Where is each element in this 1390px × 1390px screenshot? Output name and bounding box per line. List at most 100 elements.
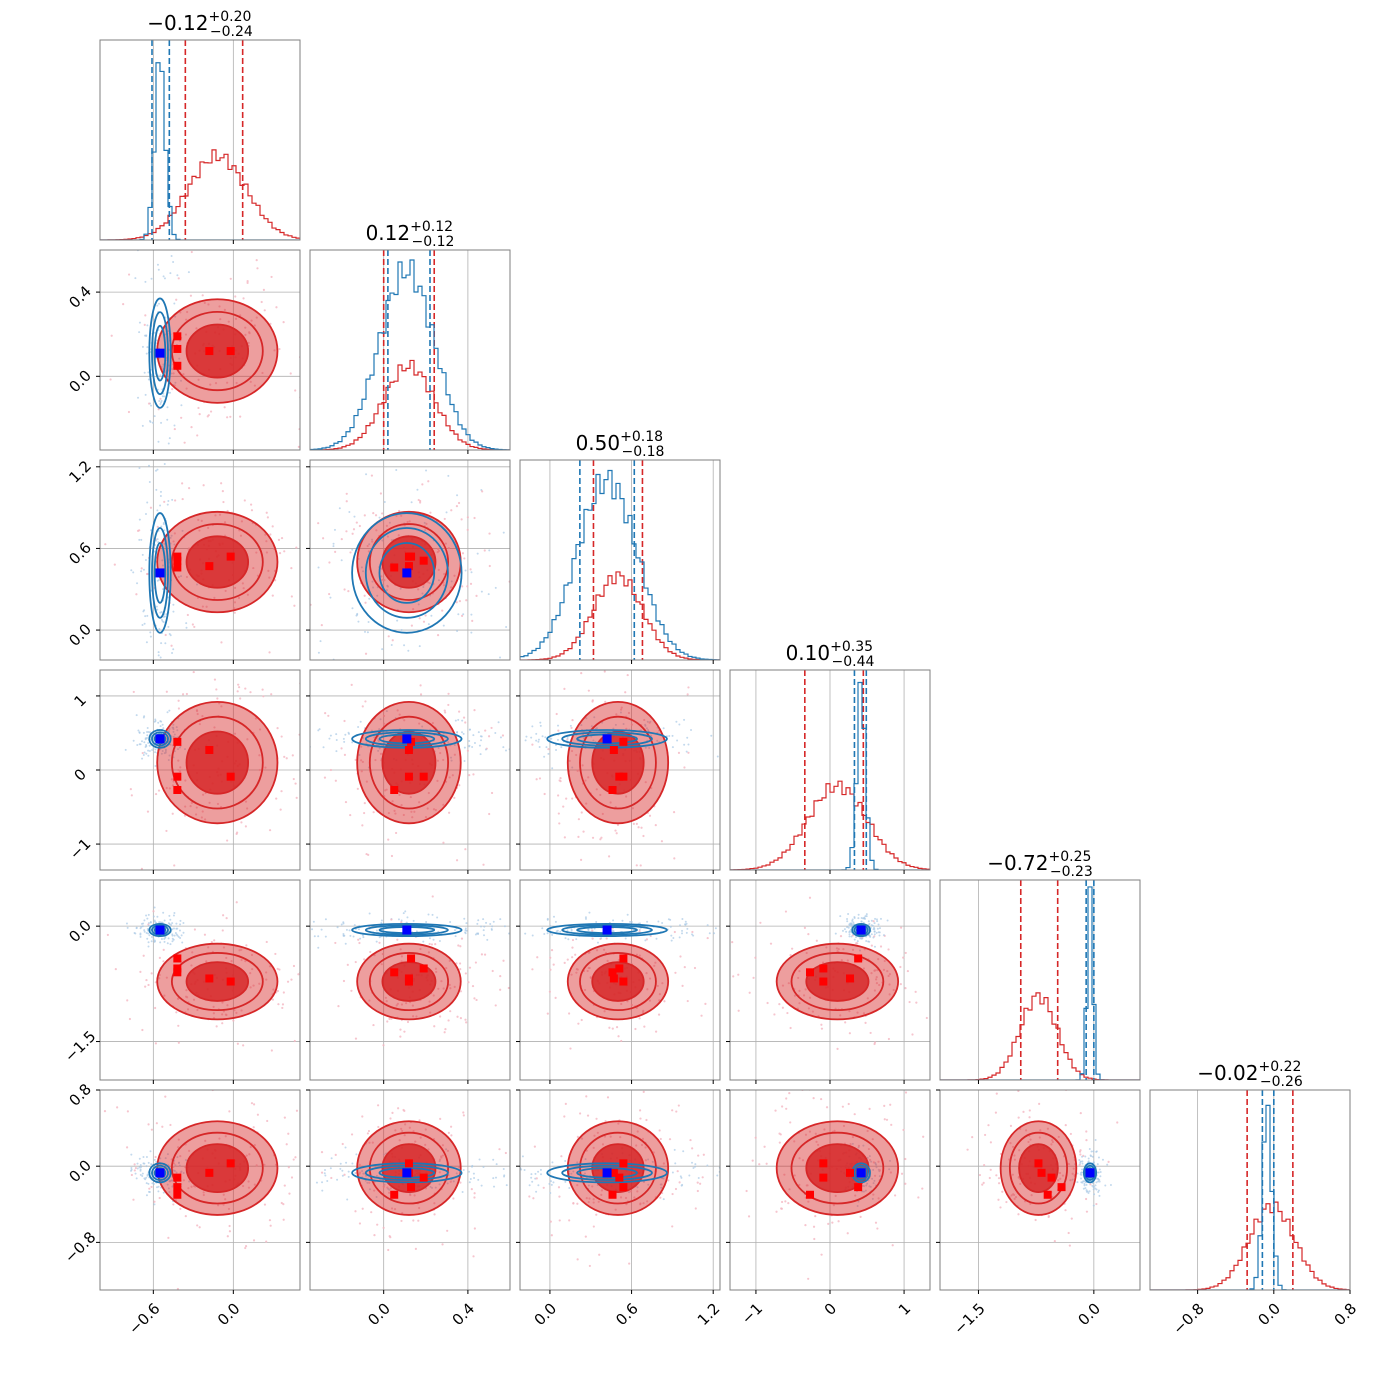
scatter-point <box>842 948 845 951</box>
scatter-point <box>476 922 479 925</box>
scatter-point <box>499 918 502 921</box>
scatter-point <box>692 1166 695 1169</box>
scatter-point <box>505 1193 507 1195</box>
scatter-point <box>406 1020 410 1024</box>
scatter-point <box>802 994 806 997</box>
scatter-point <box>169 743 172 746</box>
scatter-point <box>113 563 116 566</box>
scatter-point <box>570 726 573 730</box>
scatter-point <box>345 1161 348 1164</box>
scatter-point <box>283 755 286 758</box>
red-marker <box>615 772 624 781</box>
scatter-point <box>501 734 505 737</box>
scatter-point <box>412 1219 415 1222</box>
scatter-point <box>185 692 188 696</box>
scatter-point <box>254 717 258 720</box>
scatter-point <box>1081 1168 1084 1171</box>
scatter-point <box>1017 1090 1020 1093</box>
scatter-point <box>371 580 374 583</box>
scatter-point <box>174 1164 177 1167</box>
scatter-point <box>145 1194 148 1197</box>
scatter-point <box>686 736 689 739</box>
scatter-point <box>558 1195 561 1198</box>
scatter-point <box>1080 1173 1083 1176</box>
scatter-point <box>220 641 223 644</box>
scatter-point <box>811 1010 814 1013</box>
scatter-point <box>419 947 422 951</box>
scatter-point <box>479 753 482 756</box>
scatter-point <box>311 583 313 585</box>
scatter-point <box>875 931 878 934</box>
scatter-point <box>387 635 390 638</box>
scatter-point <box>347 731 350 734</box>
scatter-point <box>152 937 155 940</box>
scatter-point <box>225 917 228 920</box>
scatter-point <box>747 1215 751 1218</box>
scatter-point <box>158 977 161 980</box>
scatter-point <box>236 690 239 693</box>
scatter-point <box>883 1104 886 1107</box>
scatter-point <box>754 1136 757 1139</box>
scatter-point <box>995 1174 998 1177</box>
red-contour-mid <box>368 715 450 810</box>
scatter-point <box>460 614 464 618</box>
scatter-point <box>437 987 440 990</box>
scatter-point <box>511 923 513 925</box>
scatter-point <box>427 1148 430 1151</box>
scatter-point <box>781 984 785 987</box>
scatter-point <box>587 966 590 970</box>
scatter-point <box>524 932 527 935</box>
scatter-point <box>396 709 399 712</box>
scatter-point <box>222 946 226 949</box>
scatter-point <box>431 721 434 725</box>
scatter-point <box>366 1181 369 1184</box>
red-contour-mid <box>368 523 450 601</box>
scatter-point <box>246 593 249 596</box>
scatter-point <box>659 1137 662 1141</box>
scatter-point <box>294 389 297 392</box>
scatter-point <box>617 1035 620 1038</box>
red-contour-mid <box>368 1131 450 1205</box>
scatter-point <box>487 593 490 596</box>
scatter-point <box>857 1144 861 1147</box>
scatter-point <box>1013 1154 1016 1157</box>
scatter-point <box>323 1172 326 1175</box>
blue-contour-1 <box>151 731 169 747</box>
scatter-point <box>571 766 574 769</box>
panel-title: −0.02+0.22 −0.26 <box>1197 1059 1303 1090</box>
scatter-point <box>877 957 880 961</box>
scatter-point <box>358 941 361 945</box>
scatter-point <box>139 1173 142 1176</box>
scatter-point <box>516 753 518 755</box>
scatter-point <box>469 568 472 571</box>
scatter-point <box>192 216 194 218</box>
scatter-point <box>539 721 542 724</box>
scatter-point <box>1094 1139 1097 1142</box>
scatter-point <box>419 501 422 504</box>
panel-frame <box>939 1089 1141 1291</box>
scatter-point <box>601 812 604 816</box>
scatter-point <box>459 990 463 993</box>
scatter-point <box>686 927 689 930</box>
scatter-point <box>378 941 381 944</box>
scatter-point <box>541 927 544 930</box>
scatter-point <box>1064 1209 1067 1212</box>
scatter-point <box>636 1186 639 1189</box>
red-marker <box>173 737 182 746</box>
scatter-point <box>250 1102 254 1105</box>
scatter-point <box>436 547 440 551</box>
scatter-point <box>143 751 146 754</box>
scatter-point <box>159 490 162 493</box>
scatter-point <box>548 1182 551 1185</box>
scatter-point <box>164 1157 167 1160</box>
scatter-point <box>671 1171 674 1174</box>
scatter-point <box>156 915 159 918</box>
scatter-point <box>235 1011 238 1014</box>
scatter-point <box>260 300 263 304</box>
blue-contour-0 <box>148 729 172 749</box>
scatter-point <box>374 514 378 517</box>
scatter-point <box>345 530 348 533</box>
scatter-point <box>861 937 864 940</box>
scatter-point <box>804 1133 808 1136</box>
